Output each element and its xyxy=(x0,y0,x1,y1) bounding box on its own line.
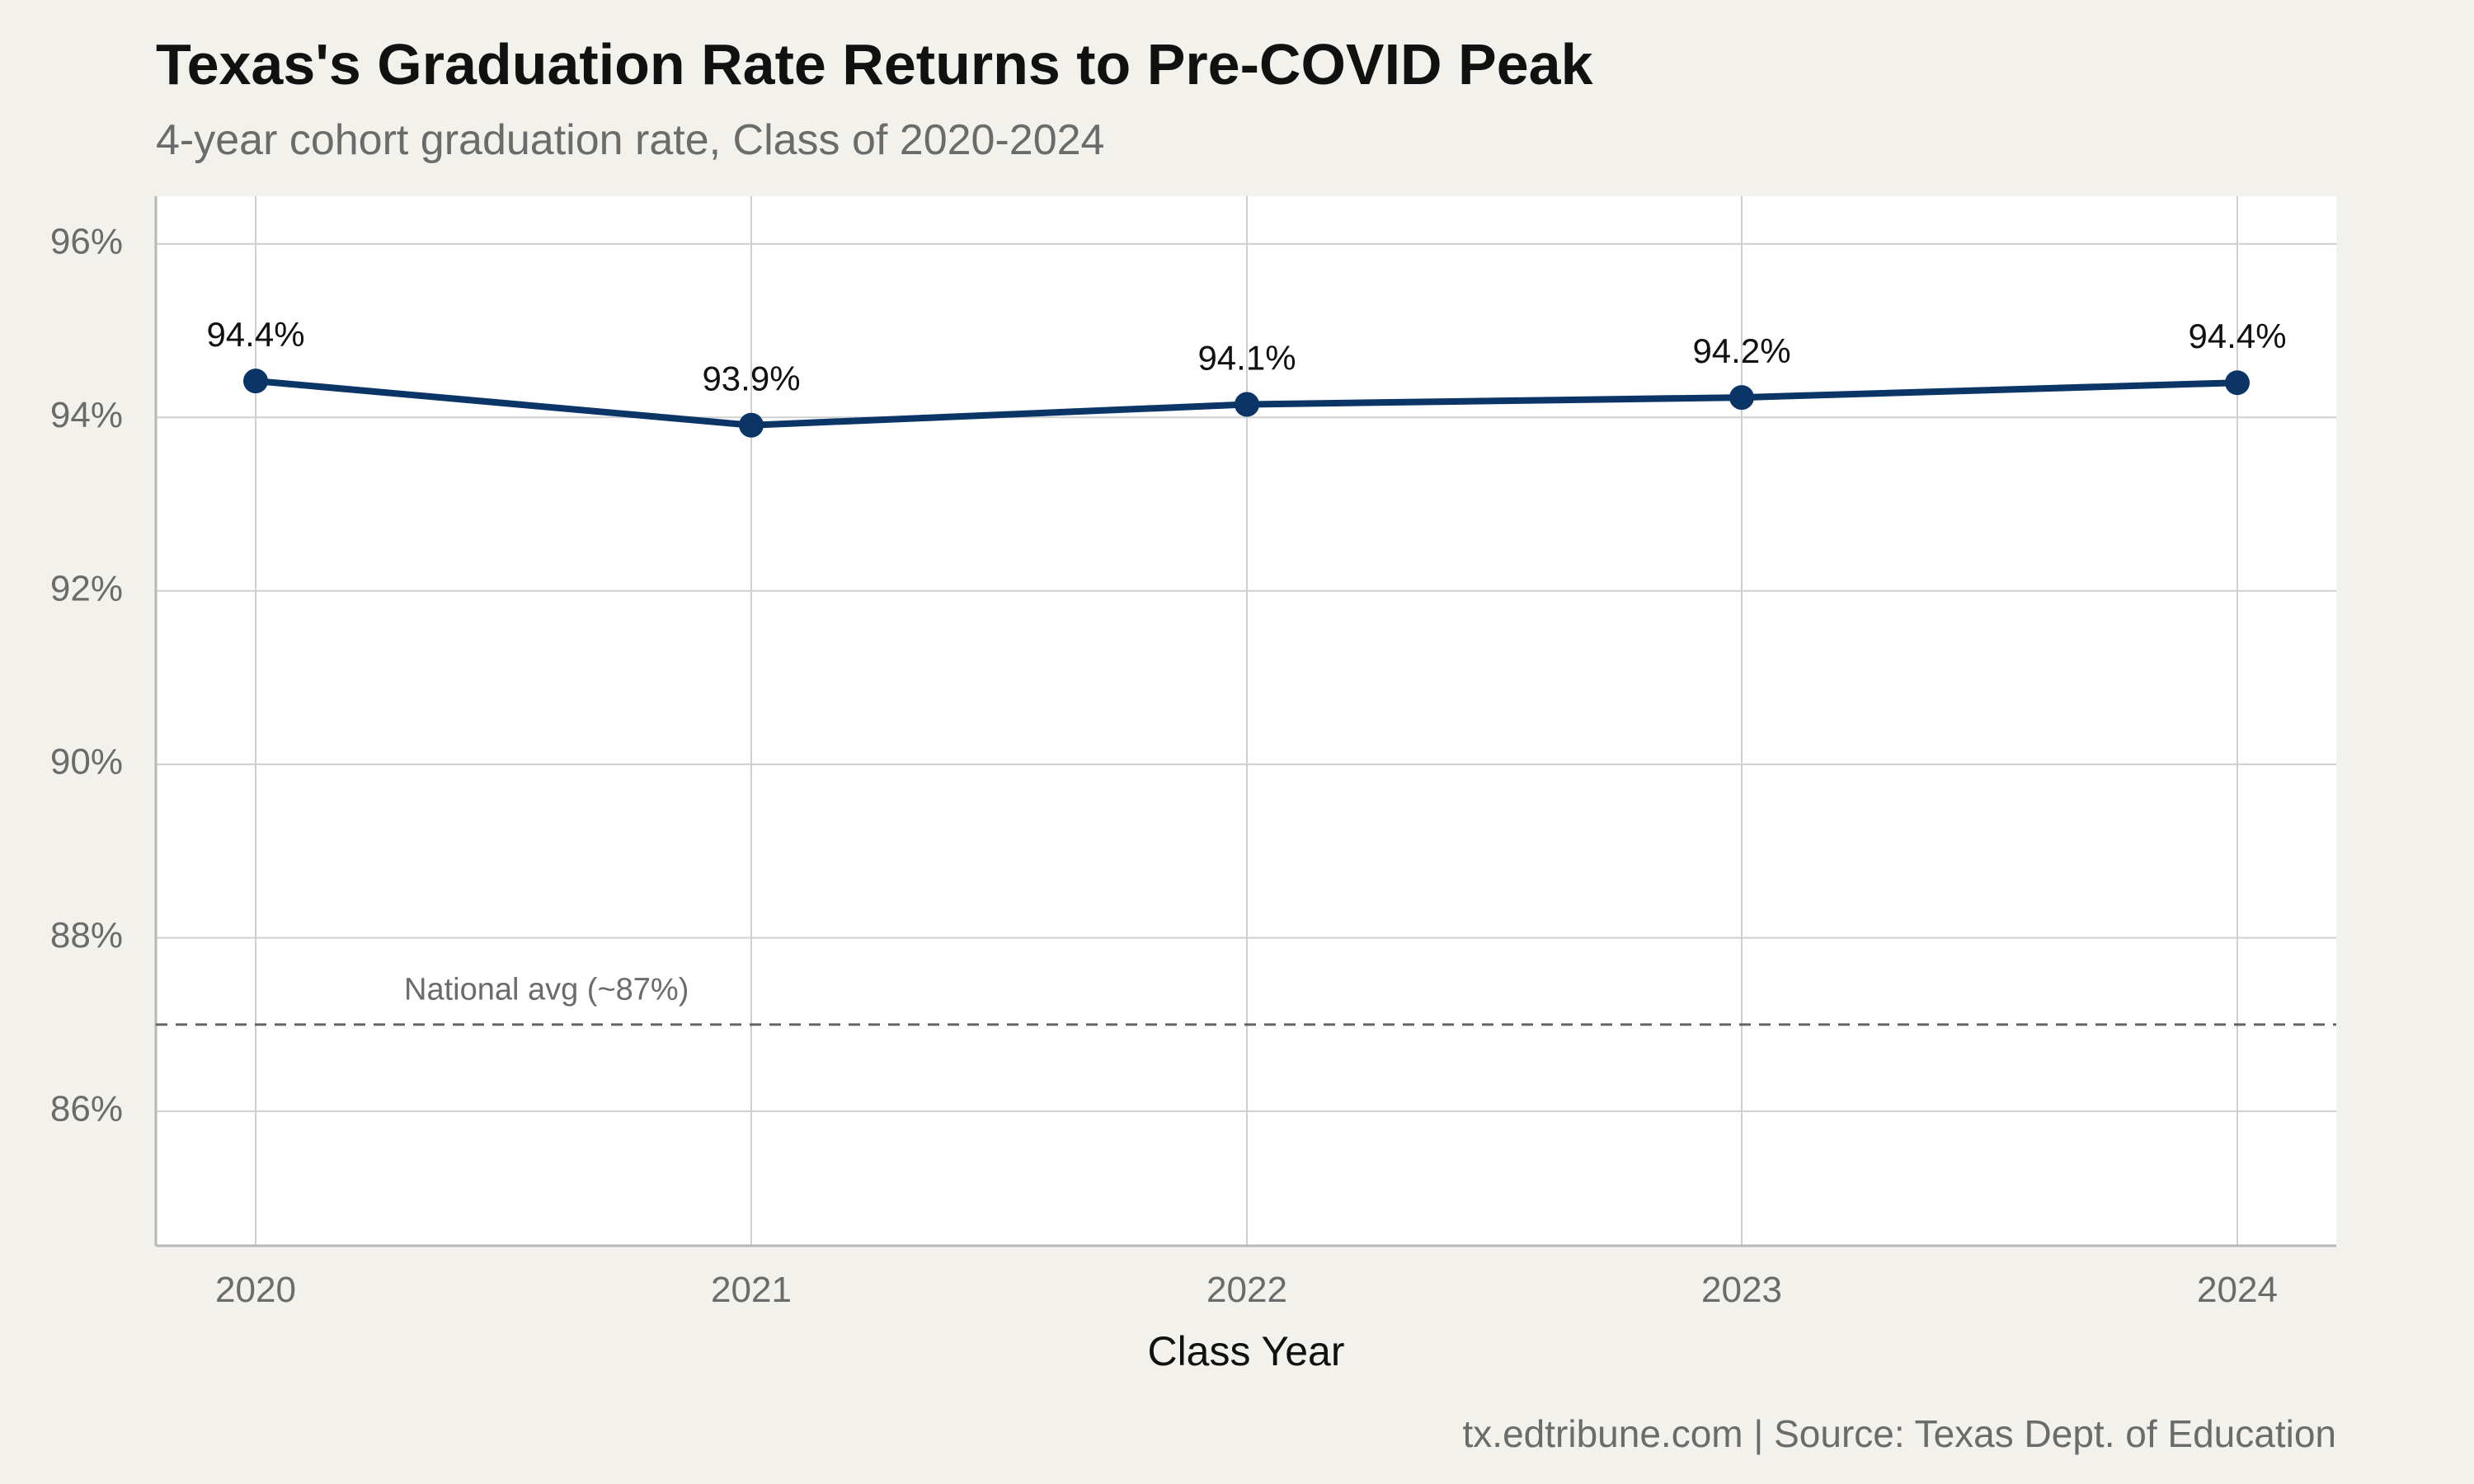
x-axis-label: Class Year xyxy=(1147,1328,1344,1374)
x-tick-label: 2022 xyxy=(1206,1270,1287,1310)
chart-title: Texas's Graduation Rate Returns to Pre-C… xyxy=(156,32,1593,96)
y-tick-label: 96% xyxy=(50,221,123,261)
data-point xyxy=(1235,392,1259,417)
data-label: 94.4% xyxy=(206,315,304,354)
x-tick-label: 2023 xyxy=(1701,1270,1782,1310)
data-point xyxy=(1729,385,1754,411)
data-point xyxy=(739,412,764,438)
data-point xyxy=(243,369,268,394)
data-label: 94.2% xyxy=(1692,331,1790,370)
x-tick-label: 2020 xyxy=(215,1270,296,1310)
y-tick-label: 86% xyxy=(50,1089,123,1129)
chart-subtitle: 4-year cohort graduation rate, Class of … xyxy=(156,116,1105,164)
x-tick-label: 2021 xyxy=(711,1270,792,1310)
y-tick-label: 94% xyxy=(50,395,123,435)
source-caption: tx.edtribune.com | Source: Texas Dept. o… xyxy=(1462,1412,2336,1455)
y-tick-label: 88% xyxy=(50,915,123,956)
y-tick-label: 92% xyxy=(50,568,123,608)
data-point xyxy=(2225,370,2250,396)
national-average-label: National avg (~87%) xyxy=(404,973,689,1007)
data-label: 94.4% xyxy=(2188,317,2286,355)
data-label: 93.9% xyxy=(702,359,800,398)
data-label: 94.1% xyxy=(1197,338,1296,377)
y-tick-label: 90% xyxy=(50,742,123,782)
x-tick-label: 2024 xyxy=(2197,1270,2278,1310)
